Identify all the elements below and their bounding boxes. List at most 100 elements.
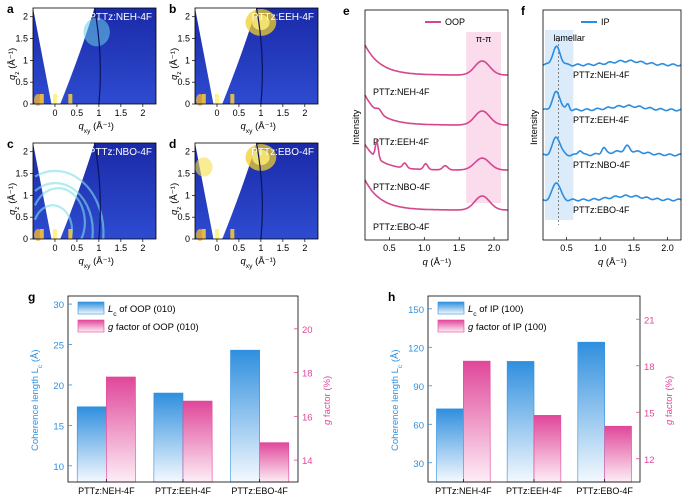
- right-tick-label: 18: [302, 369, 313, 380]
- highlight-region: [545, 30, 574, 220]
- gixd-qxy-tick-label: 1: [96, 108, 101, 118]
- bar-charts: PTTz:NEH-4F PTTz:EEH-4F PTTz:EBO-4F 10 15 20 2…: [28, 290, 675, 496]
- gixd-pi-core: [252, 149, 270, 166]
- bar-lc: [506, 361, 535, 483]
- right-tick-label: 20: [302, 325, 313, 336]
- panel-letter: a: [7, 2, 14, 16]
- legend: Lc of OOP (010) g factor of OOP (010): [77, 301, 199, 333]
- gixd-qz-tick-label: 0.5: [177, 77, 190, 87]
- profile-trace: [364, 94, 509, 126]
- panel-letter: f: [521, 4, 526, 18]
- gixd-qxy-tick-label: 1.5: [277, 243, 290, 253]
- gixd-qz-tick-label: 1: [185, 190, 190, 200]
- gixd-features: [196, 7, 277, 106]
- right-tick-label: 14: [302, 456, 313, 467]
- profile-panel-e: π-π PTTz:NEH-4F PTTz:EEH-4F PTTz:NBO-4F PTTz…: [343, 4, 509, 268]
- bar-chart-h: PTTz:NEH-4F PTTz:EEH-4F PTTz:EBO-4F 30 60 90 1…: [388, 290, 675, 496]
- gixd-qz-tick-label: 0.5: [15, 77, 28, 87]
- gixd-lamellar-peak: [68, 229, 73, 239]
- profile-y-title: Intensity: [529, 109, 540, 145]
- profile-panel-f: lamellar PTTz:NEH-4F PTTz:EEH-4F PTTz:NBO-4…: [521, 4, 682, 268]
- bar-g-factor: [182, 400, 213, 483]
- gixd-qxy-tick-label: 1: [258, 243, 263, 253]
- gixd-wedge: [33, 143, 95, 239]
- gixd-pi-core: [252, 14, 270, 31]
- category-label: PTTz:NEH-4F: [78, 486, 135, 496]
- gixd-qz-tick-label: 0: [23, 99, 28, 109]
- gixd-qxy-tick-label: 1.5: [277, 108, 290, 118]
- legend-label: Lc of OOP (010): [108, 304, 176, 318]
- profile-x-tick-label: 1.5: [628, 243, 641, 253]
- category-label: PTTz:EBO-4F: [576, 486, 633, 496]
- gixd-wedge: [195, 8, 257, 104]
- left-axis-title: Coherence length Lc (Å): [390, 349, 404, 451]
- gixd-qz-tick-label: 2: [185, 147, 190, 157]
- gixd-panel-b: PTTz:EEH-4F b 0 0.5 1 1.5 2 0 0.5 1 1.5 2 qz (Å⁻¹) qx…: [169, 2, 319, 135]
- gixd-features: [33, 142, 105, 241]
- trace-label: PTTz:NBO-4F: [373, 182, 431, 192]
- bar-chart-g: PTTz:NEH-4F PTTz:EEH-4F PTTz:EBO-4F 10 15 20 2…: [28, 290, 333, 496]
- bar-g-factor: [463, 360, 491, 483]
- gixd-qz-tick-label: 1.5: [177, 169, 190, 179]
- right-axis-title: g factor (%): [664, 376, 675, 425]
- left-tick-label: 90: [413, 382, 424, 393]
- right-axis-title: g factor (%): [322, 376, 333, 425]
- profile-x-tick-label: 2.0: [488, 243, 501, 253]
- profile-x-title: q (Å⁻¹): [423, 257, 452, 268]
- gixd-qz-tick-label: 0.5: [15, 212, 28, 222]
- trace-label: PTTz:EBO-4F: [373, 222, 430, 232]
- left-tick-label: 25: [53, 341, 64, 352]
- gixd-frame: [194, 7, 319, 105]
- right-tick-label: 12: [644, 455, 655, 466]
- right-tick-label: 21: [644, 315, 655, 326]
- left-axis-title: Coherence length Lc (Å): [30, 349, 44, 451]
- region-label: π-π: [476, 34, 491, 44]
- gixd-qz-tick-label: 1.5: [15, 34, 28, 44]
- gixd-qxy-tick-label: 2: [140, 243, 145, 253]
- gixd-frame: [32, 142, 157, 240]
- category-label: PTTz:EBO-4F: [231, 486, 288, 496]
- gixd-edge-peak: [196, 229, 204, 241]
- gixd-features: [195, 142, 277, 241]
- gixd-qz-tick-label: 1: [23, 190, 28, 200]
- gixd-ring: [34, 182, 94, 240]
- gixd-qxy-tick-label: 0: [52, 108, 57, 118]
- gixd-qxy-tick-label: 2: [302, 108, 307, 118]
- profile-frame: [542, 9, 682, 241]
- trace-label: PTTz:NEH-4F: [373, 87, 430, 97]
- gixd-qxy-tick-label: 1.5: [115, 243, 128, 253]
- trace-label: PTTz:NBO-4F: [573, 160, 631, 170]
- left-tick-label: 10: [53, 462, 64, 473]
- left-tick-label: 60: [413, 420, 424, 431]
- bar-lc: [436, 408, 464, 483]
- gixd-qxy-title: qxy (Å⁻¹): [79, 121, 114, 135]
- gixd-qz-tick-label: 0: [23, 234, 28, 244]
- gixd-ring-shadow: [255, 7, 263, 105]
- gixd-qxy-tick-label: 0.5: [71, 108, 84, 118]
- left-tick-label: 150: [408, 305, 424, 316]
- gixd-qxy-tick-label: 1: [258, 108, 263, 118]
- legend-label: OOP: [445, 17, 465, 27]
- legend-swatch: [77, 319, 105, 333]
- legend: Lc of IP (100) g factor of IP (100): [437, 301, 547, 333]
- profile-x-tick-label: 2.0: [661, 243, 674, 253]
- gixd-sample-label: PTTz:NBO-4F: [89, 147, 152, 158]
- gixd-qz-tick-label: 2: [185, 12, 190, 22]
- gixd-lamellar-peak: [52, 94, 57, 104]
- gixd-qxy-tick-label: 2: [302, 243, 307, 253]
- profile-x-tick-label: 0.5: [383, 243, 396, 253]
- gixd-ring-shadow: [93, 7, 101, 105]
- profile-trace: [542, 90, 682, 112]
- gixd-qxy-tick-label: 0.5: [233, 243, 246, 253]
- profile-x-title: q (Å⁻¹): [598, 257, 627, 268]
- gixd-qxy-title: qxy (Å⁻¹): [241, 256, 276, 270]
- profile-panels: π-π PTTz:NEH-4F PTTz:EEH-4F PTTz:NBO-4F PTTz…: [343, 4, 682, 268]
- gixd-oop-peak: [195, 157, 213, 177]
- gixd-qxy-tick-label: 0: [214, 243, 219, 253]
- gixd-qz-tick-label: 2: [23, 147, 28, 157]
- gixd-frame: [194, 142, 319, 240]
- bar-g-factor: [259, 442, 290, 483]
- highlight-region: [466, 32, 502, 203]
- gixd-qxy-tick-label: 0.5: [71, 243, 84, 253]
